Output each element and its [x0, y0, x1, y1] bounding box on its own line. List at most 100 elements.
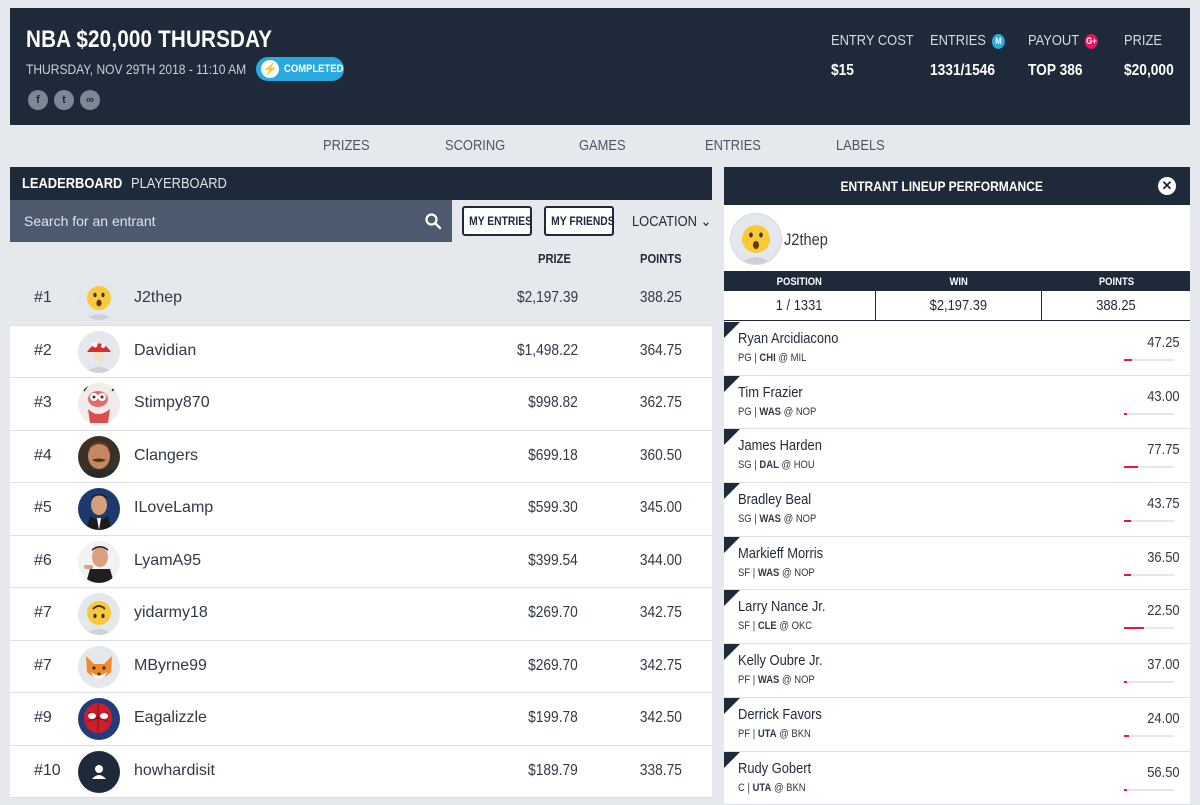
player-ownership-bar: [1124, 788, 1174, 791]
player-name[interactable]: James Harden: [738, 437, 822, 455]
my-friends-button[interactable]: MY FRIENDS: [544, 206, 615, 236]
location-dropdown[interactable]: LOCATION ⌄: [632, 213, 712, 230]
spiderman-photo: [78, 698, 120, 740]
player-name[interactable]: Kelly Oubre Jr.: [738, 652, 823, 670]
entry-prize: $699.18: [528, 446, 578, 464]
player-ownership-fill: [1124, 788, 1127, 791]
player-ownership-bar: [1124, 520, 1174, 523]
player-name[interactable]: Rudy Gobert: [738, 759, 812, 777]
lineup-player-list: ✓ Ryan Arcidiacono PG | CHI @ MIL 47.25 …: [724, 322, 1190, 805]
lineup-player-row[interactable]: ✓ Bradley Beal SG | WAS @ NOP 43.75: [724, 483, 1190, 537]
checkmark-icon: ✓: [724, 322, 740, 348]
search-icon[interactable]: [424, 212, 442, 230]
tab-scoring[interactable]: SCORING: [445, 137, 506, 154]
leaderboard-row[interactable]: #7 MByrne99 $269.70 342.75: [10, 640, 712, 693]
suited-man-photo: [78, 488, 120, 530]
surprised-emoji-icon: [78, 278, 120, 320]
lineup-user: J2thep: [724, 205, 1190, 271]
lineup-player-row[interactable]: ✓ Markieff Morris SF | WAS @ NOP 36.50: [724, 536, 1190, 591]
entry-username[interactable]: Eagalizzle: [134, 709, 207, 726]
chevron-down-icon: ⌄: [700, 213, 712, 230]
entry-username[interactable]: ILoveLamp: [134, 499, 214, 516]
player-name[interactable]: Markieff Morris: [738, 544, 824, 562]
close-icon[interactable]: ✕: [1158, 177, 1176, 195]
entry-rank: #1: [34, 289, 52, 306]
contest-header: NBA $20,000 THURSDAY THURSDAY, NOV 29TH …: [10, 8, 1190, 125]
tab-playerboard[interactable]: PLAYERBOARD: [131, 175, 227, 192]
entry-username[interactable]: J2thep: [134, 289, 183, 306]
player-ownership-fill: [1124, 520, 1131, 523]
entry-points: 342.75: [639, 656, 682, 674]
default-user-icon: [78, 750, 120, 793]
lineup-username: J2thep: [784, 230, 828, 249]
lineup-player-row[interactable]: ✓ Rudy Gobert C | UTA @ BKN 56.50: [724, 751, 1190, 805]
player-ownership-fill: [1124, 573, 1131, 576]
search-input[interactable]: [10, 200, 410, 242]
tab-labels[interactable]: LABELS: [836, 137, 885, 154]
player-ownership-fill: [1124, 359, 1132, 361]
lineup-player-row[interactable]: ✓ James Harden SG | DAL @ HOU 77.75: [724, 429, 1190, 484]
player-ownership-bar: [1124, 466, 1174, 469]
leaderboard-row[interactable]: #7 yidarmy18 $269.70 342.75: [10, 588, 712, 641]
entry-username[interactable]: MByrne99: [134, 656, 207, 674]
leaderboard-row[interactable]: #10 howhardisit $189.79 338.75: [10, 745, 712, 798]
summary-points: POINTS 388.25: [1042, 271, 1190, 321]
entry-prize: $599.30: [528, 499, 578, 516]
entry-username[interactable]: LyamA95: [134, 551, 201, 569]
leaderboard-row[interactable]: #2 Davidian $1,498.22 364.75: [10, 325, 712, 378]
player-name[interactable]: Derrick Favors: [738, 705, 822, 723]
entry-points: 342.50: [639, 709, 682, 726]
upside-down-emoji-icon: [78, 593, 120, 635]
player-ownership-fill: [1124, 412, 1127, 415]
player-points: 43.75: [1147, 495, 1180, 513]
lineup-player-row[interactable]: ✓ Ryan Arcidiacono PG | CHI @ MIL 47.25: [724, 322, 1190, 376]
my-entries-button[interactable]: MY ENTRIES: [462, 206, 532, 236]
entry-points: 338.75: [639, 761, 682, 779]
player-name[interactable]: Bradley Beal: [738, 491, 812, 509]
entry-rank: #4: [34, 446, 52, 464]
leaderboard-row[interactable]: #3 Stimpy870 $998.82 362.75: [10, 378, 712, 431]
leaderboard-row[interactable]: #4 Clangers $699.18 360.50: [10, 430, 712, 483]
stat-prize-value: $20,000: [1124, 62, 1174, 79]
entry-prize: $1,498.22: [516, 341, 578, 359]
player-points: 47.25: [1147, 334, 1180, 351]
leaderboard-row[interactable]: #5 ILoveLamp $599.30 345.00: [10, 483, 712, 536]
checkmark-icon: ✓: [724, 483, 740, 509]
entry-rank: #6: [34, 551, 52, 569]
leaderboard-row[interactable]: #6 LyamA95 $399.54 344.00: [10, 535, 712, 588]
leaderboard-row[interactable]: #9 Eagalizzle $199.78 342.50: [10, 693, 712, 746]
checkmark-icon: ✓: [724, 644, 740, 670]
lineup-player-row[interactable]: ✓ Derrick Favors PF | UTA @ BKN 24.00: [724, 697, 1190, 752]
player-name[interactable]: Tim Frazier: [738, 383, 803, 401]
entry-username[interactable]: howhardisit: [134, 761, 215, 779]
entry-prize: $2,197.39: [516, 289, 578, 306]
player-points: 37.00: [1147, 656, 1180, 674]
entry-username[interactable]: Clangers: [134, 446, 199, 464]
facebook-icon[interactable]: f: [28, 90, 48, 110]
player-points: 43.00: [1147, 387, 1180, 405]
stat-payout-value: TOP 386: [1028, 62, 1083, 79]
entry-rank: #9: [34, 709, 52, 726]
entry-username[interactable]: Davidian: [134, 341, 197, 359]
tab-games[interactable]: GAMES: [579, 137, 626, 154]
player-matchup: PF | WAS @ NOP: [738, 674, 815, 687]
column-points: POINTS: [640, 251, 682, 266]
player-matchup: PG | WAS @ NOP: [738, 405, 817, 418]
leaderboard-row[interactable]: #1 J2thep $2,197.39 388.25: [10, 273, 712, 326]
tab-prizes[interactable]: PRIZES: [323, 137, 370, 154]
entry-points: 388.25: [639, 289, 682, 306]
twitter-icon[interactable]: t: [54, 90, 74, 110]
lineup-player-row[interactable]: ✓ Tim Frazier PG | WAS @ NOP 43.00: [724, 375, 1190, 430]
lineup-player-row[interactable]: ✓ Kelly Oubre Jr. PF | WAS @ NOP 37.00: [724, 644, 1190, 698]
link-icon[interactable]: ∞: [80, 90, 100, 110]
checkmark-icon: ✓: [724, 375, 740, 402]
tab-leaderboard[interactable]: LEADERBOARD: [22, 175, 123, 192]
lineup-player-row[interactable]: ✓ Larry Nance Jr. SF | CLE @ OKC 22.50: [724, 590, 1190, 645]
checkmark-icon: ✓: [724, 590, 740, 616]
fox-emoji-icon: [78, 645, 120, 688]
player-name[interactable]: Ryan Arcidiacono: [738, 330, 839, 347]
tab-entries[interactable]: ENTRIES: [705, 137, 761, 154]
entry-username[interactable]: yidarmy18: [134, 604, 208, 621]
player-name[interactable]: Larry Nance Jr.: [738, 598, 826, 616]
entry-username[interactable]: Stimpy870: [134, 394, 210, 411]
